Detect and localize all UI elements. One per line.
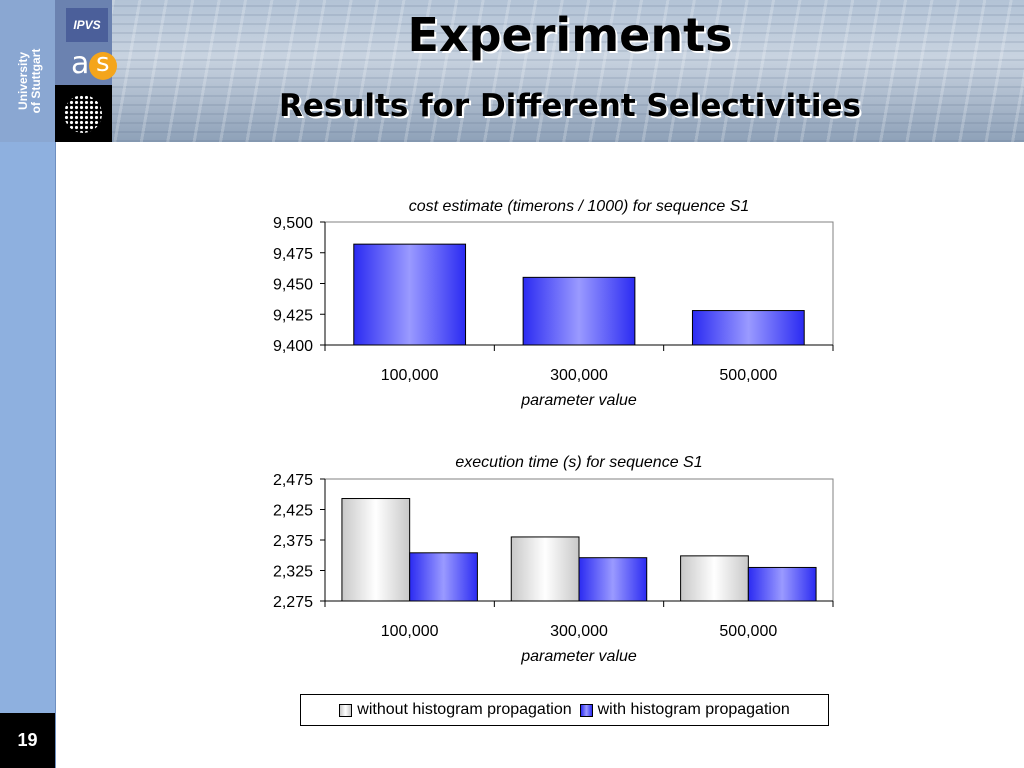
bar (747, 566, 817, 602)
left-sidebar-bar (0, 142, 56, 768)
slide-title: Experiments (407, 8, 733, 62)
as-logo-s: s (96, 48, 110, 78)
university-logo-dots (64, 95, 102, 133)
x-axis-label: parameter value (520, 648, 637, 665)
x-tick-label: 500,000 (719, 623, 777, 640)
chart-title: cost estimate (timerons / 1000) for sequ… (409, 198, 750, 215)
slide-header (0, 0, 1024, 142)
university-strip: University of Stuttgart (0, 0, 55, 142)
y-tick-label: 2,325 (273, 564, 313, 581)
as-logo: a s (67, 46, 119, 82)
legend-swatch-without (339, 703, 353, 717)
y-tick-label: 9,475 (273, 246, 313, 263)
bar (353, 243, 467, 346)
x-tick-label: 100,000 (381, 367, 439, 384)
as-logo-circle (89, 52, 117, 80)
university-logo (55, 85, 112, 142)
header-background-photo (112, 0, 1024, 142)
bar (510, 536, 580, 602)
y-tick-label: 2,475 (273, 472, 313, 489)
legend-item-with: with histogram propagation (579, 701, 790, 719)
x-tick-label: 300,000 (550, 367, 608, 384)
y-tick-label: 2,275 (273, 594, 313, 611)
legend-item-without: without histogram propagation (339, 701, 572, 719)
bar (522, 276, 636, 346)
y-tick-label: 2,375 (273, 533, 313, 550)
y-tick-label: 9,450 (273, 277, 313, 294)
ipvs-logo: IPVS (66, 8, 108, 42)
x-axis-label: parameter value (520, 392, 637, 409)
as-logo-a: a (71, 46, 90, 81)
slide-subtitle: Results for Different Selectivities (278, 88, 862, 124)
y-tick-label: 9,500 (273, 215, 313, 232)
y-tick-label: 9,400 (273, 338, 313, 355)
execution-time-chart: execution time (s) for sequence S1 2,275 2… (273, 454, 834, 665)
y-tick-label: 2,425 (273, 503, 313, 520)
bar (409, 552, 478, 602)
x-tick-label: 300,000 (550, 623, 608, 640)
chart-legend: without histogram propagation with histo… (300, 694, 829, 726)
bar (691, 310, 805, 346)
legend-label-with: with histogram propagation (597, 701, 790, 718)
x-tick-label: 100,000 (381, 623, 439, 640)
bar (341, 498, 411, 602)
y-tick-label: 9,425 (273, 307, 313, 324)
legend-swatch-with (579, 703, 593, 717)
bar (680, 555, 749, 602)
page-number: 19 (0, 713, 55, 768)
bar (578, 557, 648, 602)
cost-estimate-chart: cost estimate (timerons / 1000) for sequ… (273, 198, 834, 409)
chart-title: execution time (s) for sequence S1 (455, 454, 702, 471)
legend-label-without: without histogram propagation (357, 701, 572, 718)
x-tick-label: 500,000 (719, 367, 777, 384)
